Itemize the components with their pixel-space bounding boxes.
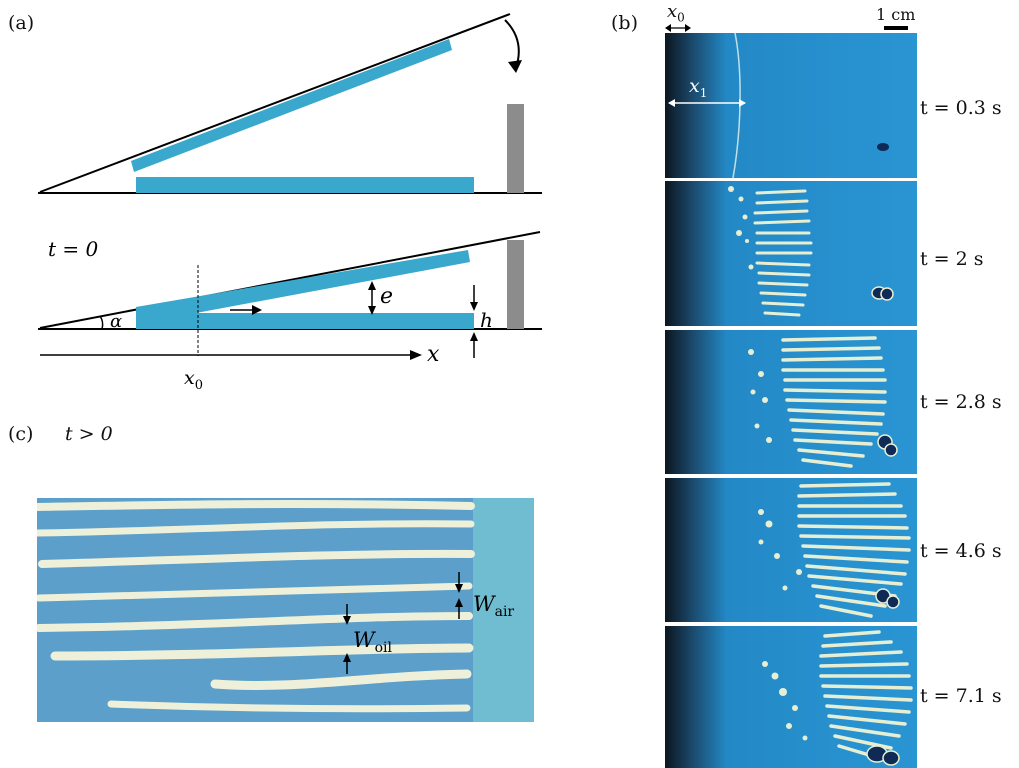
w-oil-arrow-bottom-head — [343, 653, 351, 662]
frame-5-drawing — [762, 630, 913, 766]
experiment-frame-5 — [665, 626, 917, 768]
x-axis-arrow-head — [410, 350, 422, 360]
closeup-image: Wair Woil — [37, 498, 534, 722]
incline-line-top — [39, 13, 511, 193]
finger — [107, 700, 471, 713]
h-label: h — [480, 308, 493, 332]
closeup-time-label: t > 0 — [65, 423, 113, 445]
experiment-frame-3 — [665, 330, 917, 474]
wall-top — [507, 104, 524, 193]
frame-4-drawing — [758, 482, 911, 618]
e-label: e — [380, 284, 393, 309]
h-arrow-bottom-head — [470, 332, 478, 341]
x0-header-label: x0 — [667, 1, 685, 25]
wall-bottom — [507, 240, 524, 329]
frame-1-time: t = 0.3 s — [920, 97, 1002, 119]
incline-line-bottom — [39, 231, 541, 329]
scale-bar — [884, 26, 908, 30]
experiment-frame-4 — [665, 478, 917, 622]
schematic-setup: t = 0 α e h x x0 — [38, 13, 542, 393]
closeup-air-region — [473, 498, 534, 722]
finger — [37, 520, 475, 537]
frame-3-drawing — [748, 336, 898, 468]
x1-label: x1 — [689, 75, 708, 100]
w-air-label: Wair — [473, 592, 514, 620]
experiment-frame-2 — [665, 181, 917, 326]
finger — [210, 669, 472, 690]
w-oil-label: Woil — [353, 628, 393, 656]
frame-3-time: t = 2.8 s — [920, 391, 1002, 413]
rotation-arrow-head — [508, 60, 522, 73]
x0-header-arrow — [665, 24, 691, 32]
finger — [37, 612, 473, 632]
e-arrow-head-down — [368, 306, 376, 315]
finger — [37, 582, 473, 602]
w-air-arrow-top-head — [455, 584, 463, 593]
experiment-frame-1: x1 — [665, 33, 917, 178]
upper-plate-bottom — [136, 250, 470, 313]
x-axis-label: x — [427, 342, 440, 367]
e-arrow-head-up — [368, 281, 376, 290]
frame-5-time: t = 7.1 s — [920, 685, 1002, 707]
lower-plate-top — [136, 177, 474, 193]
flow-arrow-head — [252, 305, 262, 315]
frame-2-drawing — [728, 186, 894, 317]
panel-label-a: (a) — [8, 12, 35, 34]
frame-2-time: t = 2 s — [920, 248, 984, 270]
w-oil-arrow-top-head — [343, 616, 351, 625]
finger — [37, 500, 475, 511]
w-air-arrow-bottom-head — [455, 598, 463, 607]
upper-plate-top — [131, 39, 452, 172]
panel-label-b: (b) — [611, 12, 638, 34]
h-arrow-top-head — [470, 302, 478, 311]
closeup-fingers — [37, 500, 475, 713]
scale-bar-label: 1 cm — [876, 5, 916, 24]
frame-4-time: t = 4.6 s — [920, 540, 1002, 562]
finger — [38, 549, 475, 568]
panel-label-c: (c) — [8, 423, 34, 445]
t0-label: t = 0 — [48, 237, 99, 261]
angle-arc — [99, 315, 104, 330]
finger — [50, 643, 474, 661]
x0-label: x0 — [184, 367, 203, 393]
alpha-label: α — [110, 311, 122, 332]
frame-1-drawing — [668, 33, 889, 178]
lower-plate-bottom — [136, 313, 474, 329]
